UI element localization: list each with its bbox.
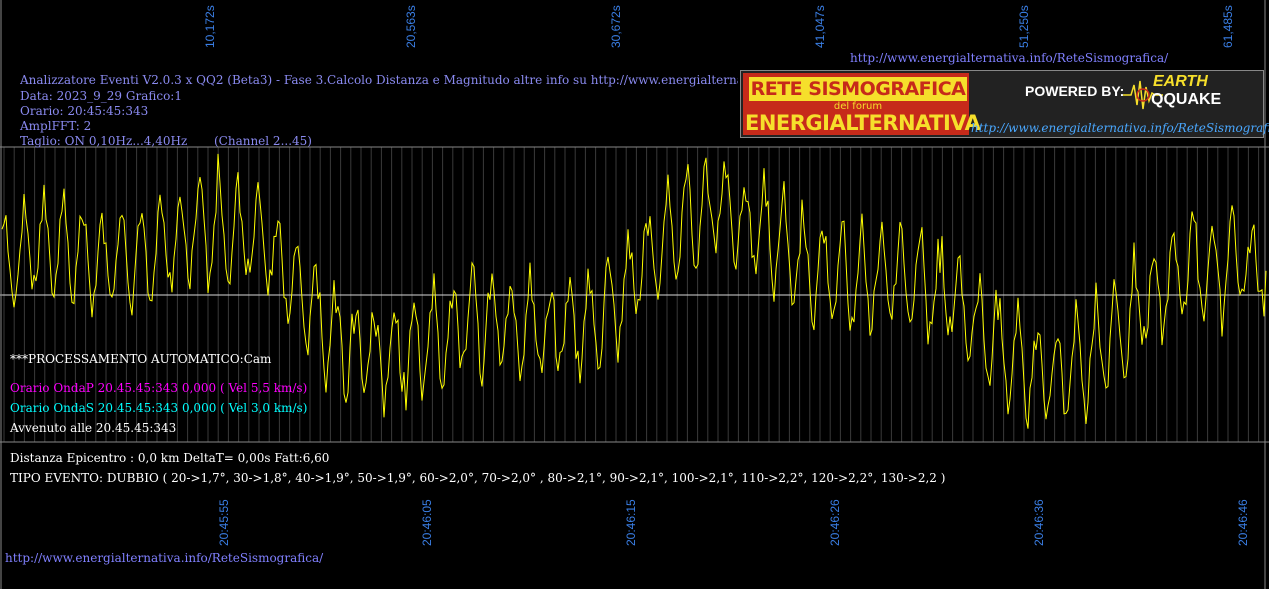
onda-p-time: Orario OndaP 20.45.45:343 0,000 ( Vel 5,…: [10, 381, 308, 395]
header-filter: Taglio: ON 0,10Hz...4,40Hz (Channel 2...…: [20, 134, 312, 148]
top-time-label: 20,563s: [404, 5, 418, 48]
logo-brand: ENERGIALTERNATIVA: [745, 111, 981, 135]
bottom-time-label: 20:46:36: [1032, 499, 1046, 546]
earthquake-logo-bottom: QQUAKE: [1151, 91, 1222, 108]
earthquake-logo-top: EARTH: [1153, 73, 1208, 90]
top-time-label: 30,672s: [609, 5, 623, 48]
distanza-epicentro: Distanza Epicentro : 0,0 km DeltaT= 0,00…: [10, 451, 330, 465]
top-time-label: 41,047s: [813, 5, 827, 48]
bottom-time-label: 20:46:15: [624, 499, 638, 546]
bottom-time-label: 20:46:26: [828, 499, 842, 546]
logo-subtitle: del forum: [833, 101, 883, 112]
header-amplfft: AmplFFT: 2: [20, 119, 92, 133]
avvenuto-time: Avvenuto alle 20.45.45:343: [10, 421, 177, 435]
top-time-label: 10,172s: [203, 5, 217, 48]
rete-sismografica-logo: RETE SISMOGRAFICA del forum ENERGIALTERN…: [740, 70, 1269, 138]
site-url-top[interactable]: http://www.energialternativa.info/ReteSi…: [850, 51, 1169, 65]
seismic-trace: [1, 153, 1267, 429]
bottom-time-label: 20:46:46: [1236, 499, 1250, 546]
powered-by-label: POWERED BY:: [1025, 83, 1125, 99]
processing-status: ***PROCESSAMENTO AUTOMATICO:Cam: [10, 352, 272, 366]
top-time-label: 51,250s: [1017, 5, 1031, 48]
logo-title: RETE SISMOGRAFICA: [749, 77, 967, 101]
seismograph-wave-icon: [1123, 80, 1163, 110]
onda-s-time: Orario OndaS 20.45.45:343 0,000 ( Vel 3,…: [10, 401, 308, 415]
top-time-label: 61,485s: [1221, 5, 1235, 48]
header-date: Data: 2023_9_29 Grafico:1: [20, 89, 182, 103]
header-title: Analizzatore Eventi V2.0.3 x QQ2 (Beta3)…: [20, 73, 738, 87]
header-time: Orario: 20:45:45:343: [20, 104, 149, 118]
tipo-evento: TIPO EVENTO: DUBBIO ( 20->1,7°, 30->1,8°…: [10, 471, 946, 485]
logo-url[interactable]: http://www.energialternativa.info/ReteSi…: [971, 121, 1269, 135]
site-url-footer[interactable]: http://www.energialternativa.info/ReteSi…: [5, 551, 324, 565]
bottom-time-label: 20:46:05: [420, 499, 434, 546]
bottom-time-label: 20:45:55: [217, 499, 231, 546]
